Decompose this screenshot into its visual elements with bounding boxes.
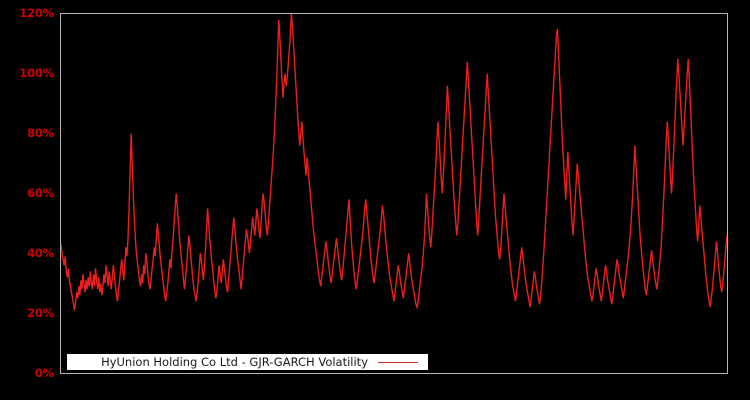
plot-area <box>60 13 728 374</box>
y-tick-label: 0% <box>34 366 54 380</box>
y-tick-label: 20% <box>27 306 54 320</box>
volatility-series-line <box>61 14 727 373</box>
y-tick-label: 100% <box>19 66 54 80</box>
legend[interactable]: HyUnion Holding Co Ltd - GJR-GARCH Volat… <box>67 354 428 370</box>
y-tick-label: 80% <box>27 126 54 140</box>
y-axis-tick-labels: 0% 20% 40% 60% 80% 100% 120% <box>0 0 54 400</box>
y-tick-label: 40% <box>27 246 54 260</box>
y-tick-label: 60% <box>27 186 54 200</box>
legend-line-swatch <box>378 361 418 363</box>
legend-label: HyUnion Holding Co Ltd - GJR-GARCH Volat… <box>101 355 368 369</box>
y-tick-label: 120% <box>19 6 54 20</box>
